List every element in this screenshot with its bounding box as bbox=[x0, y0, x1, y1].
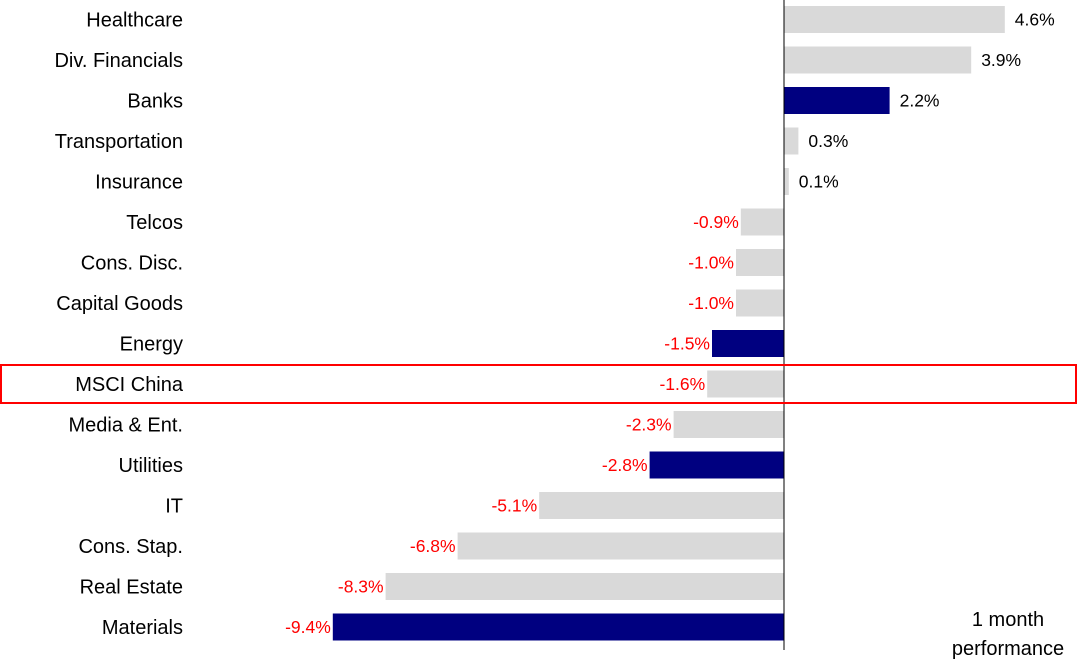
category-label-real-estate: Real Estate bbox=[80, 577, 183, 599]
value-label-msci-china: -1.6% bbox=[659, 374, 705, 394]
bar-cons-disc bbox=[736, 249, 784, 276]
bar-msci-china bbox=[707, 370, 784, 398]
category-label-healthcare: Healthcare bbox=[86, 10, 183, 32]
category-label-cons-stap: Cons. Stap. bbox=[78, 536, 183, 558]
bar-real-estate bbox=[385, 573, 784, 600]
value-label-cons-stap: -6.8% bbox=[410, 536, 456, 556]
category-label-it: IT bbox=[165, 496, 183, 518]
value-label-banks: 2.2% bbox=[900, 91, 940, 111]
value-label-capital-goods: -1.0% bbox=[688, 293, 734, 313]
value-label-materials: -9.4% bbox=[285, 617, 331, 637]
bar-transportation bbox=[784, 127, 799, 155]
bar-media-ent bbox=[673, 411, 784, 438]
value-label-telcos: -0.9% bbox=[693, 212, 739, 232]
category-label-cons-disc: Cons. Disc. bbox=[81, 253, 183, 275]
category-label-msci-china: MSCI China bbox=[75, 374, 184, 396]
bar-cons-stap bbox=[457, 532, 784, 560]
category-label-banks: Banks bbox=[127, 91, 183, 113]
value-labels: 4.6% 3.9% 2.2% 0.3% 0.1% -0.9% -1.0% -1.0% -1.5%… bbox=[285, 10, 1055, 638]
value-label-energy: -1.5% bbox=[664, 334, 710, 354]
value-label-transportation: 0.3% bbox=[808, 131, 848, 151]
bar-materials bbox=[332, 613, 784, 641]
category-labels: Healthcare Div. Financials Banks Transporta… bbox=[54, 10, 183, 640]
category-label-utilities: Utilities bbox=[119, 455, 183, 477]
category-label-capital-goods: Capital Goods bbox=[56, 293, 183, 315]
value-label-it: -5.1% bbox=[491, 496, 537, 516]
category-label-transportation: Transportation bbox=[55, 131, 183, 153]
bar-it bbox=[539, 492, 784, 519]
category-label-energy: Energy bbox=[120, 334, 183, 356]
value-label-healthcare: 4.6% bbox=[1015, 10, 1055, 30]
value-label-insurance: 0.1% bbox=[799, 172, 839, 192]
category-label-materials: Materials bbox=[102, 617, 183, 639]
bar-telcos bbox=[740, 208, 784, 236]
note-line-1: 1 month bbox=[972, 609, 1044, 631]
bar-utilities bbox=[649, 451, 784, 479]
msci-china-highlight-box bbox=[0, 364, 1077, 404]
category-label-telcos: Telcos bbox=[126, 212, 183, 234]
value-label-utilities: -2.8% bbox=[602, 455, 648, 475]
category-label-div-financials: Div. Financials bbox=[54, 50, 183, 72]
bar-insurance bbox=[784, 168, 789, 195]
bar-div-financials bbox=[784, 46, 972, 74]
category-label-insurance: Insurance bbox=[95, 172, 183, 194]
bar-capital-goods bbox=[736, 289, 784, 317]
value-label-media-ent: -2.3% bbox=[626, 415, 672, 435]
bar-healthcare bbox=[784, 6, 1005, 33]
bar-banks bbox=[784, 87, 890, 114]
note-line-2: performance bbox=[952, 638, 1064, 660]
bars-layer bbox=[332, 6, 1005, 641]
bar-energy bbox=[712, 330, 784, 357]
value-label-cons-disc: -1.0% bbox=[688, 253, 734, 273]
value-label-real-estate: -8.3% bbox=[338, 577, 384, 597]
value-label-div-financials: 3.9% bbox=[981, 50, 1021, 70]
category-label-media-ent: Media & Ent. bbox=[68, 415, 183, 437]
